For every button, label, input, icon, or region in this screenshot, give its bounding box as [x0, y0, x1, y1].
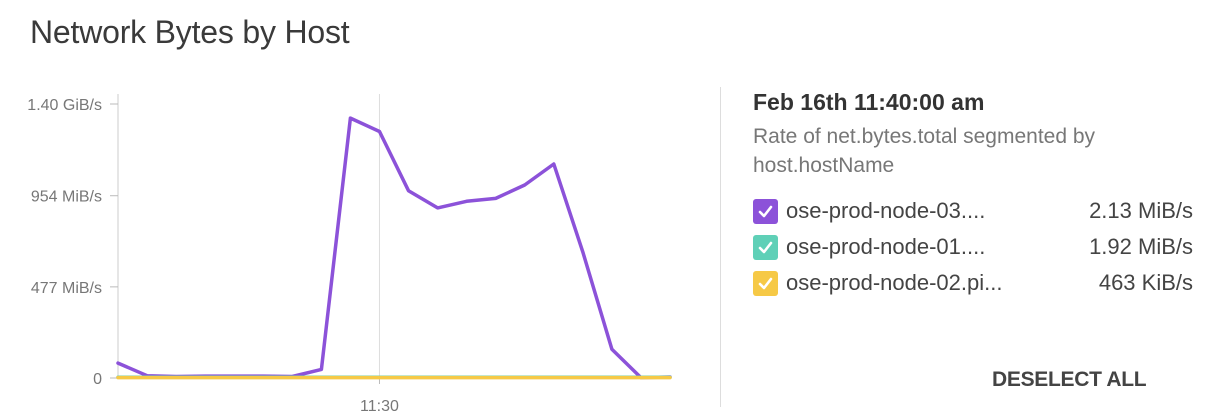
series-line-1 [116, 116, 672, 380]
legend-timestamp: Feb 16th 11:40:00 am [753, 89, 985, 115]
y-tick-label: 477 MiB/s [31, 280, 102, 297]
legend-host-value: 1.92 MiB/s [1089, 234, 1193, 259]
legend-host-value: 463 KiB/s [1098, 270, 1193, 295]
chart-title: Network Bytes by Host [30, 14, 350, 50]
legend-list: ose-prod-node-03.... 2.13 MiB/s ose-prod-n… [753, 193, 1193, 301]
legend-panel: Feb 16th 11:40:00 am Rate of net.bytes.t… [753, 86, 1193, 301]
legend-description: Rate of net.bytes.total segmented by hos… [753, 125, 1096, 177]
legend-item[interactable]: ose-prod-node-03.... 2.13 MiB/s [753, 193, 1193, 229]
legend-host-value: 2.13 MiB/s [1089, 198, 1193, 223]
legend-checkbox[interactable] [753, 270, 778, 296]
y-tick-label: 0 [93, 371, 102, 388]
panel-divider [720, 87, 721, 407]
legend-host-name: ose-prod-node-02.pi... [786, 270, 1003, 295]
checkmark-icon [758, 277, 773, 289]
x-tick-label: 11:30 [360, 398, 399, 414]
legend-host-name: ose-prod-node-03.... [786, 198, 986, 223]
y-tick-label: 1.40 GiB/s [27, 97, 102, 114]
deselect-all-button[interactable]: DESELECT ALL [992, 368, 1147, 391]
legend-item[interactable]: ose-prod-node-02.pi... 463 KiB/s [753, 265, 1193, 301]
checkmark-icon [758, 205, 773, 217]
legend-item[interactable]: ose-prod-node-01.... 1.92 MiB/s [753, 229, 1193, 265]
checkmark-icon [758, 241, 773, 253]
legend-checkbox[interactable] [753, 198, 778, 224]
legend-checkbox[interactable] [753, 234, 778, 260]
line-chart[interactable]: 1.40 GiB/s 954 MiB/s 477 MiB/s 0 11:30 [0, 0, 720, 414]
legend-host-name: ose-prod-node-01.... [786, 234, 986, 259]
y-tick-label: 954 MiB/s [31, 189, 102, 206]
